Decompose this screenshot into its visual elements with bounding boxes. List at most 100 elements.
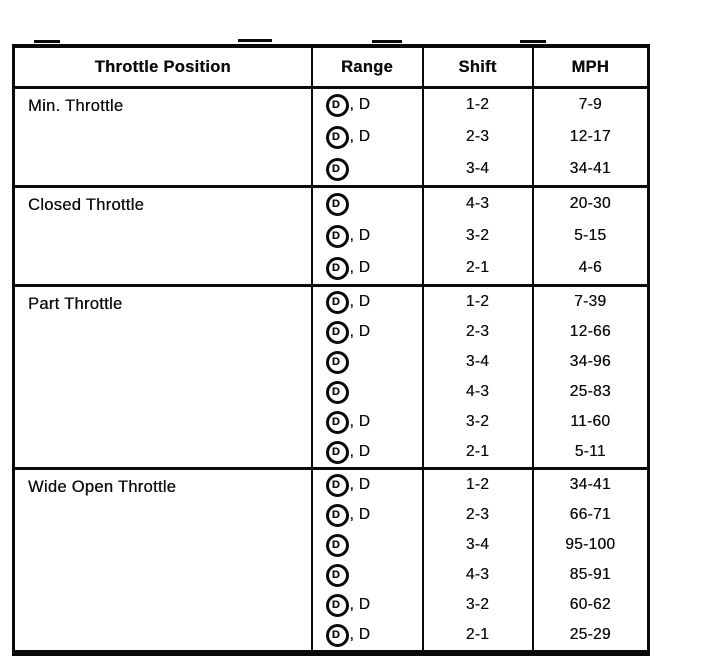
range-cell: D (310, 347, 423, 377)
overdrive-circle-icon: D (325, 350, 349, 374)
scan-artifact-dash (34, 40, 60, 43)
overdrive-circle-icon: D (325, 93, 349, 117)
shift-cell: 3-4 (421, 347, 533, 377)
table-row: Min. Throttle D, D 1-2 7-9 (13, 86, 649, 187)
overdrive-circle-icon: D (325, 320, 349, 344)
shift-cell: 1-2 (421, 86, 533, 121)
overdrive-circle-icon: D (325, 224, 349, 248)
overdrive-circle-icon: D (325, 125, 349, 149)
range-cell: D, D (310, 121, 423, 153)
table-row: D, D 2-1 5-11 (14, 437, 649, 469)
shift-cell: 1-2 (421, 467, 533, 500)
range-cell: D, D (310, 500, 423, 530)
table-row: Wide Open Throttle D, D 1-2 34-41 (13, 467, 649, 653)
overdrive-circle-icon: D (325, 563, 349, 587)
overdrive-circle-icon: D (325, 380, 349, 404)
table-row: D, D 3-2 11-60 (14, 407, 649, 437)
mph-cell: 34-41 (531, 467, 649, 500)
mph-cell: 7-9 (531, 86, 649, 121)
scan-artifact-dash (238, 39, 272, 42)
scan-artifact-dash (520, 40, 546, 43)
range-suffix: , D (349, 227, 371, 244)
col-header-shift: Shift (421, 46, 533, 89)
range-suffix: , D (349, 506, 371, 523)
range-suffix: , D (349, 323, 371, 340)
table-row: D, D 2-1 4-6 (14, 252, 649, 286)
table-row: D 4-3 25-83 (14, 377, 649, 407)
range-cell: D (310, 377, 423, 407)
overdrive-circle-icon: D (325, 256, 349, 280)
range-cell: D, D (310, 467, 423, 500)
shift-cell: 3-4 (421, 153, 533, 187)
scan-artifact-dash (372, 40, 402, 43)
table-row: D 3-4 34-41 (14, 153, 649, 187)
throttle-position-cell: Closed Throttle (13, 185, 312, 286)
range-suffix: , D (349, 476, 371, 493)
overdrive-circle-icon: D (325, 533, 349, 557)
range-suffix: , D (349, 293, 371, 310)
shift-cell: 4-3 (421, 185, 533, 220)
table-row: D, D 3-2 60-62 (14, 590, 649, 620)
overdrive-circle-icon: D (325, 157, 349, 181)
range-cell: D, D (310, 620, 423, 653)
mph-cell: 25-29 (531, 620, 649, 653)
range-cell: D, D (310, 317, 423, 347)
mph-cell: 5-15 (531, 220, 649, 252)
table-row: D, D 3-2 5-15 (14, 220, 649, 252)
range-cell: D, D (310, 437, 423, 469)
range-cell: D (310, 153, 423, 187)
mph-cell: 4-6 (531, 252, 649, 286)
mph-cell: 5-11 (531, 437, 649, 469)
range-cell: D (310, 530, 423, 560)
col-header-mph: MPH (531, 46, 649, 89)
shift-cell: 2-1 (421, 620, 533, 653)
shift-cell: 2-3 (421, 317, 533, 347)
mph-cell: 66-71 (531, 500, 649, 530)
shift-cell: 2-3 (421, 121, 533, 153)
mph-cell: 60-62 (531, 590, 649, 620)
mph-cell: 20-30 (531, 185, 649, 220)
table-row: D, D 2-1 25-29 (14, 620, 649, 653)
range-suffix: , D (349, 626, 371, 643)
mph-cell: 12-17 (531, 121, 649, 153)
range-cell: D, D (310, 86, 423, 121)
shift-cell: 3-2 (421, 590, 533, 620)
shift-cell: 4-3 (421, 560, 533, 590)
mph-cell: 34-41 (531, 153, 649, 187)
range-cell: D, D (310, 284, 423, 317)
shift-cell: 2-1 (421, 437, 533, 469)
table-row: Part Throttle D, D 1-2 7-39 (13, 284, 649, 469)
range-cell: D, D (310, 407, 423, 437)
range-suffix: , D (349, 128, 371, 145)
table-row: D 3-4 34-96 (14, 347, 649, 377)
shift-cell: 3-4 (421, 530, 533, 560)
mph-cell: 34-96 (531, 347, 649, 377)
overdrive-circle-icon: D (325, 410, 349, 434)
range-cell: D, D (310, 590, 423, 620)
overdrive-circle-icon: D (325, 593, 349, 617)
table-header-row: Throttle Position Range Shift MPH (13, 46, 649, 89)
shift-cell: 4-3 (421, 377, 533, 407)
col-header-throttle-position: Throttle Position (13, 46, 312, 89)
overdrive-circle-icon: D (325, 192, 349, 216)
throttle-position-cell: Part Throttle (13, 284, 312, 469)
range-cell: D (310, 560, 423, 590)
table-row: D 3-4 95-100 (14, 530, 649, 560)
overdrive-circle-icon: D (325, 473, 349, 497)
mph-cell: 95-100 (531, 530, 649, 560)
mph-cell: 7-39 (531, 284, 649, 317)
table-row: Closed Throttle D 4-3 20-30 (13, 185, 649, 286)
table-row: D 4-3 85-91 (14, 560, 649, 590)
range-suffix: , D (349, 259, 371, 276)
shift-cell: 1-2 (421, 284, 533, 317)
shift-cell: 2-3 (421, 500, 533, 530)
range-cell: D, D (310, 252, 423, 286)
range-suffix: , D (349, 413, 371, 430)
range-cell: D (310, 185, 423, 220)
shift-cell: 2-1 (421, 252, 533, 286)
range-suffix: , D (349, 443, 371, 460)
mph-cell: 12-66 (531, 317, 649, 347)
mph-cell: 11-60 (531, 407, 649, 437)
range-suffix: , D (349, 596, 371, 613)
